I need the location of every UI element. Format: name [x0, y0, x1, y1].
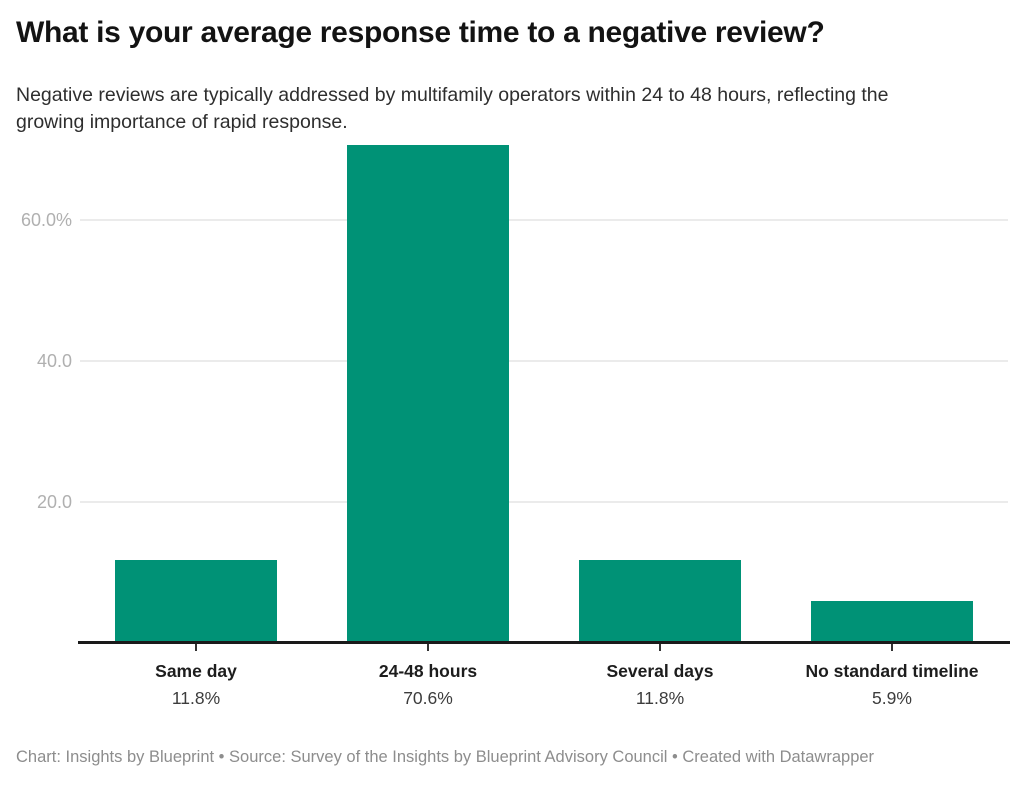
- category-label-no-standard-timeline: No standard timeline: [805, 661, 979, 681]
- category-label-24-48-hours: 24-48 hours: [378, 661, 478, 681]
- chart-title: What is your average response time to a …: [16, 16, 825, 49]
- category-label-several-days: Several days: [606, 661, 714, 681]
- chart-subtitle: Negative reviews are typically addressed…: [16, 84, 889, 133]
- category-label-same-day: Same day: [155, 661, 237, 681]
- bar-no-standard-timeline: [811, 601, 973, 643]
- gridline-40: [80, 360, 1008, 362]
- x-tick-mark-24-48-hours: [427, 644, 429, 651]
- y-tick-label-60: 60.0%: [20, 210, 72, 230]
- value-label-no-standard-timeline: 5.9%: [872, 688, 912, 708]
- value-label-several-days: 11.8%: [635, 688, 685, 708]
- value-label-24-48-hours: 70.6%: [403, 688, 453, 708]
- y-tick-label-20: 20.0: [36, 492, 72, 512]
- bar-same-day: [115, 560, 277, 643]
- x-tick-mark-same-day: [195, 644, 197, 651]
- value-label-same-day: 11.8%: [171, 688, 221, 708]
- chart-footer: Chart: Insights by Blueprint • Source: S…: [16, 748, 875, 766]
- x-tick-mark-several-days: [659, 644, 661, 651]
- x-axis-line: [78, 641, 1010, 644]
- bar-24-48-hours: [347, 145, 509, 643]
- x-tick-mark-no-standard-timeline: [891, 644, 893, 651]
- bar-several-days: [579, 560, 741, 643]
- gridline-20: [80, 501, 1008, 503]
- y-tick-label-40: 40.0: [36, 351, 72, 371]
- gridline-60: [80, 219, 1008, 221]
